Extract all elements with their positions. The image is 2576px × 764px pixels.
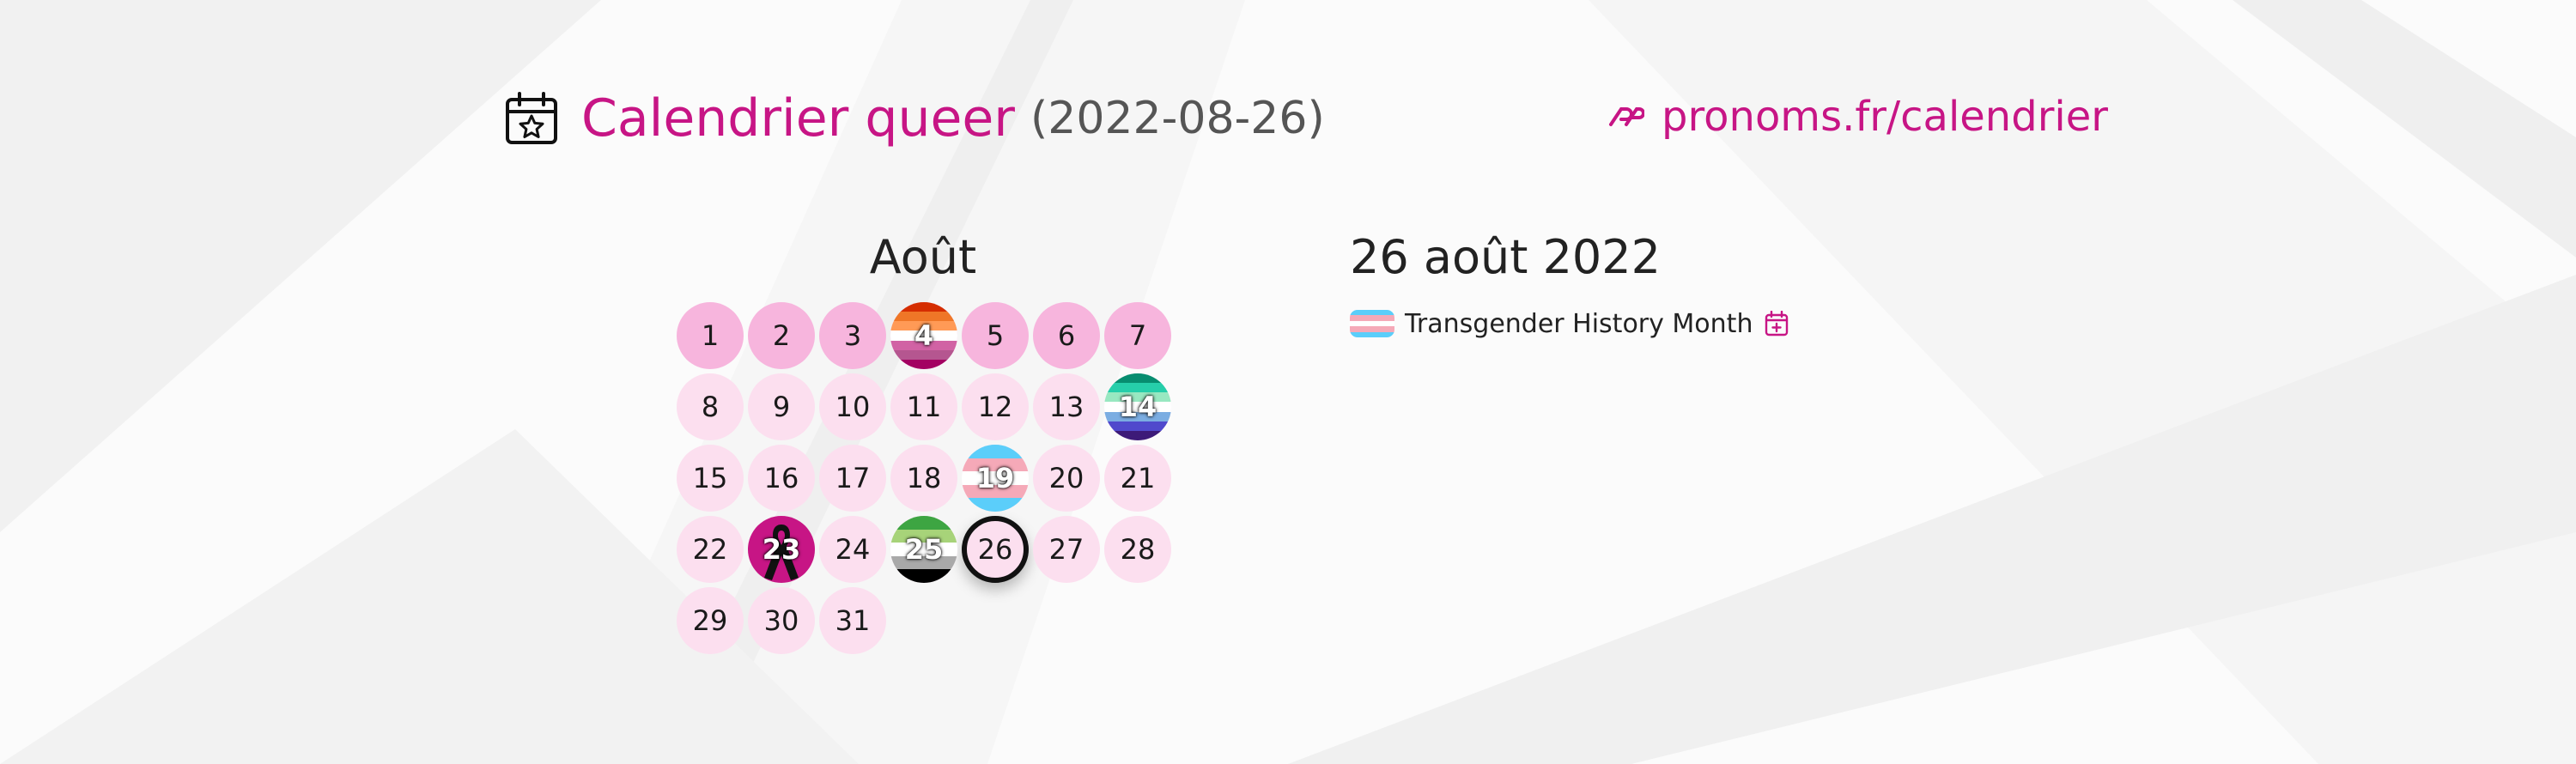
calendar-day[interactable]: 18 <box>890 445 957 512</box>
calendar-day-number: 6 <box>1057 319 1076 352</box>
calendar-day-number: 29 <box>692 604 728 637</box>
calendar-day[interactable]: 28 <box>1104 516 1171 583</box>
calendar-day[interactable]: 14 <box>1104 373 1171 440</box>
calendar-day[interactable]: 22 <box>677 516 744 583</box>
calendar-day[interactable]: 4 <box>890 302 957 369</box>
selected-date: 26 août 2022 <box>1350 230 1661 284</box>
site-link-label: pronoms.fr/calendrier <box>1662 93 2109 141</box>
calendar-day-number: 18 <box>906 462 942 494</box>
calendar-day-number: 22 <box>692 533 728 566</box>
calendar-day-number: 8 <box>701 391 720 423</box>
page-date: (2022-08-26) <box>1030 93 1325 144</box>
calendar-day[interactable]: 26 <box>962 516 1029 583</box>
calendar-day-number: 24 <box>835 533 871 566</box>
calendar-day-number: 15 <box>692 462 728 494</box>
calendar-day-number: 3 <box>843 319 862 352</box>
calendar-day[interactable]: 20 <box>1033 445 1100 512</box>
transgender-flag-icon <box>962 445 1029 512</box>
calendar-day-number: 10 <box>835 391 871 423</box>
calendar-day-number: 17 <box>835 462 871 494</box>
calendar-day[interactable]: 3 <box>819 302 886 369</box>
calendar-day-number: 20 <box>1048 462 1084 494</box>
month-title: Août <box>869 230 977 284</box>
page-title: Calendrier queer <box>581 88 1015 149</box>
calendar-day-number: 28 <box>1120 533 1156 566</box>
calendar-day-number: 2 <box>772 319 791 352</box>
awareness-ribbon-icon <box>764 524 799 580</box>
calendar-day[interactable]: 9 <box>748 373 815 440</box>
calendar-day[interactable]: 13 <box>1033 373 1100 440</box>
calendar-day[interactable]: 27 <box>1033 516 1100 583</box>
calendar-day-number: 11 <box>906 391 942 423</box>
calendar-day[interactable]: 31 <box>819 587 886 654</box>
calendar-day[interactable]: 21 <box>1104 445 1171 512</box>
calendar-grid: 1 2 3 4 5 6 7 8 9 10 11 12 13 14 15 16 17 18 19 20 21 22 23 24 2… <box>677 302 1175 658</box>
calendar-day[interactable]: 1 <box>677 302 744 369</box>
calendar-day-number: 1 <box>701 319 720 352</box>
pronoms-logo-icon <box>1609 107 1644 126</box>
calendar-day[interactable]: 8 <box>677 373 744 440</box>
calendar-day-number: 4 <box>914 319 934 352</box>
lesbian-flag-icon <box>890 302 957 369</box>
calendar-star-icon <box>506 92 557 144</box>
calendar-day-number: 19 <box>975 462 1015 494</box>
calendar-day-number: 27 <box>1048 533 1084 566</box>
transgender-flag-icon <box>1350 310 1394 337</box>
calendar-day[interactable]: 16 <box>748 445 815 512</box>
calendar-day-number: 12 <box>977 391 1013 423</box>
calendar-day-number: 7 <box>1128 319 1147 352</box>
calendar-day[interactable]: 2 <box>748 302 815 369</box>
calendar-day[interactable]: 7 <box>1104 302 1171 369</box>
calendar-day[interactable]: 25 <box>890 516 957 583</box>
calendar-day[interactable]: 6 <box>1033 302 1100 369</box>
calendar-day[interactable]: 15 <box>677 445 744 512</box>
calendar-day-number: 9 <box>772 391 791 423</box>
calendar-day[interactable]: 11 <box>890 373 957 440</box>
calendar-day-number: 23 <box>762 533 801 566</box>
calendar-day[interactable]: 24 <box>819 516 886 583</box>
event-label: Transgender History Month <box>1405 308 1753 339</box>
calendar-plus-icon[interactable] <box>1765 311 1789 337</box>
calendar-day-number: 30 <box>763 604 799 637</box>
calendar-day[interactable]: 23 <box>748 516 815 583</box>
gay-men-flag-icon <box>1104 373 1171 440</box>
calendar-day[interactable]: 10 <box>819 373 886 440</box>
calendar-day[interactable]: 12 <box>962 373 1029 440</box>
page-header: Calendrier queer (2022-08-26) <box>504 84 1325 153</box>
calendar-day[interactable]: 19 <box>962 445 1029 512</box>
calendar-day[interactable]: 17 <box>819 445 886 512</box>
calendar-day-number: 14 <box>1118 391 1157 423</box>
calendar-day[interactable]: 5 <box>962 302 1029 369</box>
calendar-day[interactable]: 30 <box>748 587 815 654</box>
calendar-day-number: 21 <box>1120 462 1156 494</box>
calendar-day-number: 31 <box>835 604 871 637</box>
calendar-day-number: 26 <box>977 533 1013 566</box>
calendar-day-number: 16 <box>763 462 799 494</box>
calendar-day-number: 5 <box>986 319 1005 352</box>
event-item[interactable]: Transgender History Month <box>1350 305 1789 343</box>
calendar-day[interactable]: 29 <box>677 587 744 654</box>
aromantic-flag-icon <box>890 516 957 583</box>
calendar-day-number: 13 <box>1048 391 1084 423</box>
site-link[interactable]: pronoms.fr/calendrier <box>1608 89 2108 144</box>
calendar-day-number: 25 <box>904 533 944 566</box>
